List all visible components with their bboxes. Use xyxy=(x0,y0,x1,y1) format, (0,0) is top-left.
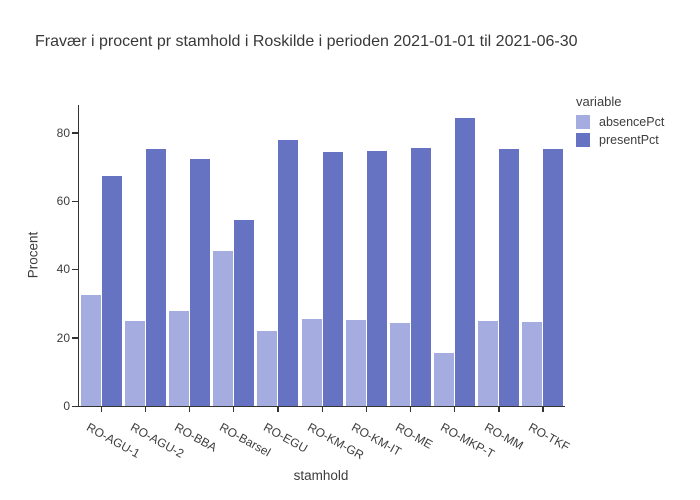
y-tick-label-60: 60 xyxy=(56,194,70,209)
y-tick-mark-40 xyxy=(72,268,78,271)
bar-group-RO-KM-GR xyxy=(300,105,344,406)
bar-group-RO-AGU-2 xyxy=(123,105,167,406)
legend-swatch-absencePct xyxy=(576,115,590,129)
x-tick-mark-RO-EGU xyxy=(277,406,279,412)
bar-presentPct-RO-TKF xyxy=(543,148,564,406)
y-tick-mark-80 xyxy=(72,132,78,134)
bar-presentPct-RO-MKP-T xyxy=(455,118,476,406)
bar-absencePct-RO-MKP-T xyxy=(434,352,455,406)
bar-presentPct-RO-KM-GR xyxy=(322,152,343,406)
bar-presentPct-RO-Barsel xyxy=(234,219,255,406)
x-tick-mark-RO-BBA xyxy=(188,406,191,412)
plot-area: Procent 0 20 40 60 80 RO-AGU-1 RO-AGU-2 RO-BBA R… xyxy=(26,105,572,462)
x-tick-mark-RO-KM-IT xyxy=(365,406,367,412)
x-tick-label-RO-TKF: RO-TKF xyxy=(526,420,572,454)
bar-presentPct-RO-EGU xyxy=(278,139,299,406)
bar-group-RO-MM xyxy=(477,105,521,406)
bar-absencePct-RO-EGU xyxy=(257,330,278,406)
bar-group-RO-MKP-T xyxy=(433,105,477,406)
legend-label-presentPct: presentPct xyxy=(599,133,659,147)
y-tick-label-80: 80 xyxy=(56,125,70,140)
bar-absencePct-RO-KM-GR xyxy=(301,318,322,406)
bar-group-RO-AGU-1 xyxy=(79,105,123,406)
bar-absencePct-RO-AGU-1 xyxy=(80,295,101,406)
legend-items: absencePct presentPct xyxy=(576,113,664,149)
y-tick-label-0: 0 xyxy=(63,399,70,413)
bar-presentPct-RO-KM-IT xyxy=(366,150,387,406)
x-tick-mark-RO-AGU-2 xyxy=(144,406,147,412)
bar-absencePct-RO-KM-IT xyxy=(345,320,366,406)
bar-group-RO-KM-IT xyxy=(344,105,388,406)
bar-presentPct-RO-AGU-2 xyxy=(145,149,166,406)
x-axis-title: stamhold xyxy=(293,468,349,483)
bar-group-RO-TKF xyxy=(521,105,565,406)
legend-item-absencePct[interactable]: absencePct xyxy=(576,113,664,131)
x-tick-mark-RO-TKF xyxy=(542,406,544,412)
x-tick-mark-RO-Barsel xyxy=(233,406,235,412)
bar-presentPct-RO-ME xyxy=(410,147,431,406)
bar-group-RO-Barsel xyxy=(212,105,256,406)
bar-absencePct-RO-BBA xyxy=(168,311,189,406)
x-tick-mark-RO-KM-GR xyxy=(321,406,323,412)
legend: variable absencePct presentPct xyxy=(576,94,664,149)
bar-groups xyxy=(79,105,565,406)
bar-absencePct-RO-TKF xyxy=(522,322,543,406)
bar-presentPct-RO-MM xyxy=(499,149,520,406)
bar-absencePct-RO-ME xyxy=(389,323,410,406)
legend-item-presentPct[interactable]: presentPct xyxy=(576,131,664,149)
y-tick-label-20: 20 xyxy=(56,330,70,345)
x-tick-mark-RO-MKP-T xyxy=(454,406,456,412)
x-tick-mark-RO-MM xyxy=(498,406,500,412)
chart-title: Fravær i procent pr stamhold i Roskilde … xyxy=(35,33,578,50)
y-tick-mark-60 xyxy=(72,200,78,203)
bar-group-RO-BBA xyxy=(167,105,211,406)
bar-absencePct-RO-MM xyxy=(478,321,499,406)
y-tick-mark-20 xyxy=(72,337,78,339)
legend-label-absencePct: absencePct xyxy=(599,115,665,129)
bar-absencePct-RO-AGU-2 xyxy=(124,321,145,406)
bar-group-RO-EGU xyxy=(256,105,300,406)
bar-presentPct-RO-BBA xyxy=(189,159,210,406)
x-tick-mark-RO-AGU-1 xyxy=(100,406,102,412)
legend-title: variable xyxy=(576,94,622,109)
y-tick-label-40: 40 xyxy=(56,262,70,277)
y-tick-mark-0 xyxy=(72,405,78,407)
bar-presentPct-RO-AGU-1 xyxy=(101,175,122,406)
bar-absencePct-RO-Barsel xyxy=(213,251,234,406)
legend-swatch-presentPct xyxy=(576,133,590,147)
x-tick-mark-RO-ME xyxy=(409,406,412,412)
bar-group-RO-ME xyxy=(388,105,432,406)
